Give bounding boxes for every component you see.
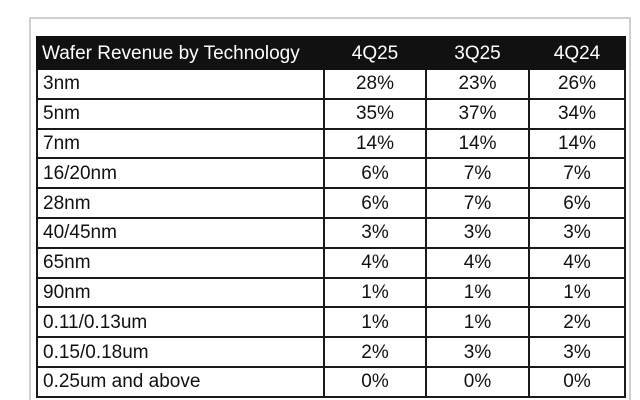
technology-label: 65nm xyxy=(36,246,325,279)
technology-label: 0.15/0.18um xyxy=(36,336,325,368)
value-cell-4q25: 35% xyxy=(323,97,427,130)
value-cell-4q24: 26% xyxy=(528,68,626,100)
technology-label: 0.25um and above xyxy=(36,365,325,398)
table-row: 40/45nm 3% 3% 3% xyxy=(36,216,626,249)
value-cell-3q25: 1% xyxy=(425,306,530,339)
value-cell-4q25: 14% xyxy=(323,127,427,160)
value-cell-3q25: 7% xyxy=(425,157,530,190)
value-cell-3q25: 3% xyxy=(425,336,530,368)
technology-label: 40/45nm xyxy=(36,216,325,249)
table-row: 90nm 1% 1% 1% xyxy=(36,276,626,309)
table-header: Wafer Revenue by Technology 4Q25 3Q25 4Q… xyxy=(36,36,626,70)
value-cell-4q25: 1% xyxy=(323,306,427,339)
table-row: 0.11/0.13um 1% 1% 2% xyxy=(36,306,626,339)
technology-label: 28nm xyxy=(36,187,325,219)
page-frame xyxy=(29,17,631,400)
value-cell-4q25: 1% xyxy=(323,276,427,309)
column-header-3q25: 3Q25 xyxy=(425,36,530,70)
column-header-4q25: 4Q25 xyxy=(323,36,427,70)
value-cell-3q25: 4% xyxy=(425,246,530,279)
table-row: 65nm 4% 4% 4% xyxy=(36,246,626,279)
technology-label: 16/20nm xyxy=(36,157,325,190)
technology-label: 90nm xyxy=(36,276,325,309)
value-cell-3q25: 1% xyxy=(425,276,530,309)
table-title: Wafer Revenue by Technology xyxy=(36,36,325,70)
value-cell-3q25: 23% xyxy=(425,68,530,100)
value-cell-4q25: 2% xyxy=(323,336,427,368)
table-body: 3nm 28% 23% 26% 5nm 35% 37% 34% 7nm 14% 14% 14% 16/2… xyxy=(36,68,626,398)
table-row: 16/20nm 6% 7% 7% xyxy=(36,157,626,190)
value-cell-4q25: 4% xyxy=(323,246,427,279)
value-cell-4q24: 4% xyxy=(528,246,626,279)
value-cell-3q25: 0% xyxy=(425,365,530,398)
technology-label: 3nm xyxy=(36,68,325,100)
value-cell-4q25: 0% xyxy=(323,365,427,398)
table-row: 5nm 35% 37% 34% xyxy=(36,97,626,130)
technology-label: 7nm xyxy=(36,127,325,160)
table-row: 0.15/0.18um 2% 3% 3% xyxy=(36,336,626,368)
header-row: Wafer Revenue by Technology 4Q25 3Q25 4Q… xyxy=(36,36,626,70)
value-cell-4q25: 6% xyxy=(323,187,427,219)
wafer-revenue-table: Wafer Revenue by Technology 4Q25 3Q25 4Q… xyxy=(36,36,626,398)
column-header-4q24: 4Q24 xyxy=(528,36,626,70)
value-cell-4q24: 3% xyxy=(528,336,626,368)
technology-label: 5nm xyxy=(36,97,325,130)
value-cell-3q25: 3% xyxy=(425,216,530,249)
table-row: 28nm 6% 7% 6% xyxy=(36,187,626,219)
value-cell-4q25: 6% xyxy=(323,157,427,190)
value-cell-4q24: 7% xyxy=(528,157,626,190)
value-cell-4q24: 3% xyxy=(528,216,626,249)
table-row: 3nm 28% 23% 26% xyxy=(36,68,626,100)
value-cell-3q25: 37% xyxy=(425,97,530,130)
technology-label: 0.11/0.13um xyxy=(36,306,325,339)
value-cell-4q24: 2% xyxy=(528,306,626,339)
value-cell-4q24: 0% xyxy=(528,365,626,398)
value-cell-4q24: 6% xyxy=(528,187,626,219)
table-row: 0.25um and above 0% 0% 0% xyxy=(36,365,626,398)
value-cell-3q25: 14% xyxy=(425,127,530,160)
value-cell-3q25: 7% xyxy=(425,187,530,219)
table-row: 7nm 14% 14% 14% xyxy=(36,127,626,160)
value-cell-4q24: 14% xyxy=(528,127,626,160)
value-cell-4q25: 3% xyxy=(323,216,427,249)
value-cell-4q24: 1% xyxy=(528,276,626,309)
value-cell-4q25: 28% xyxy=(323,68,427,100)
value-cell-4q24: 34% xyxy=(528,97,626,130)
